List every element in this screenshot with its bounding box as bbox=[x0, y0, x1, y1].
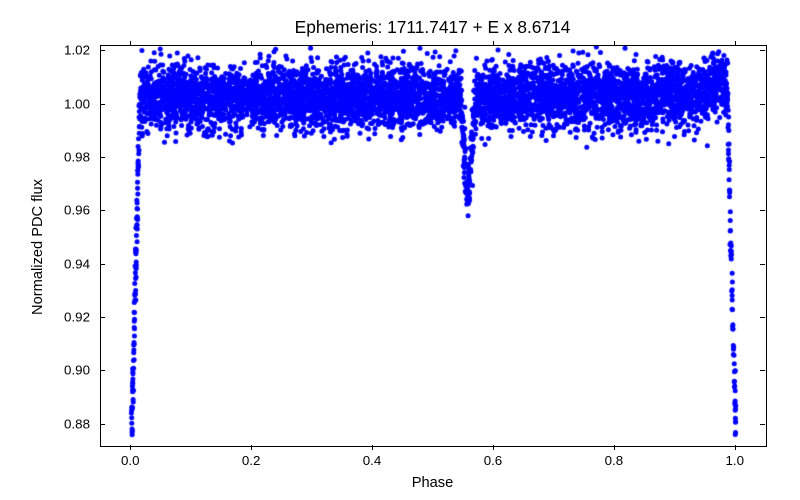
y-tick-mark bbox=[100, 104, 105, 105]
x-tick-mark bbox=[735, 445, 736, 450]
y-tick-mark bbox=[760, 424, 765, 425]
y-tick-mark bbox=[760, 317, 765, 318]
x-tick-mark bbox=[372, 445, 373, 450]
plot-area bbox=[100, 45, 767, 447]
x-tick-mark bbox=[130, 445, 131, 450]
y-tick-mark bbox=[760, 104, 765, 105]
chart-title: Ephemeris: 1711.7417 + E x 8.6714 bbox=[100, 17, 765, 38]
x-tick-mark bbox=[735, 41, 736, 46]
x-tick-label: 1.0 bbox=[726, 453, 745, 468]
x-tick-label: 0.6 bbox=[484, 453, 503, 468]
x-tick-mark bbox=[614, 41, 615, 46]
y-tick-mark bbox=[100, 264, 105, 265]
x-tick-mark bbox=[130, 41, 131, 46]
y-tick-label: 0.92 bbox=[64, 310, 90, 325]
y-axis-label: Normalized PDC flux bbox=[30, 179, 46, 315]
y-tick-mark bbox=[100, 210, 105, 211]
x-tick-label: 0.8 bbox=[605, 453, 624, 468]
x-tick-label: 0.0 bbox=[121, 453, 140, 468]
phase-folded-light-curve-chart: Ephemeris: 1711.7417 + E x 8.6714 Phase … bbox=[0, 0, 800, 500]
x-tick-mark bbox=[493, 445, 494, 450]
x-tick-mark bbox=[372, 41, 373, 46]
y-tick-mark bbox=[100, 157, 105, 158]
y-tick-label: 0.88 bbox=[64, 416, 90, 431]
y-tick-label: 0.98 bbox=[64, 150, 90, 165]
scatter-canvas bbox=[101, 46, 766, 446]
y-tick-mark bbox=[100, 317, 105, 318]
x-tick-mark bbox=[251, 445, 252, 450]
x-tick-label: 0.4 bbox=[363, 453, 382, 468]
x-tick-mark bbox=[493, 41, 494, 46]
y-tick-label: 0.94 bbox=[64, 256, 90, 271]
x-axis-label: Phase bbox=[100, 475, 765, 491]
y-tick-mark bbox=[760, 50, 765, 51]
y-tick-mark bbox=[760, 157, 765, 158]
y-tick-mark bbox=[760, 370, 765, 371]
y-tick-mark bbox=[100, 424, 105, 425]
x-tick-mark bbox=[614, 445, 615, 450]
x-tick-label: 0.2 bbox=[242, 453, 261, 468]
y-tick-label: 0.90 bbox=[64, 363, 90, 378]
y-tick-mark bbox=[760, 210, 765, 211]
x-tick-mark bbox=[251, 41, 252, 46]
y-tick-label: 1.00 bbox=[64, 96, 90, 111]
y-tick-mark bbox=[100, 50, 105, 51]
y-tick-mark bbox=[100, 370, 105, 371]
y-tick-mark bbox=[760, 264, 765, 265]
y-tick-label: 1.02 bbox=[64, 43, 90, 58]
y-tick-label: 0.96 bbox=[64, 203, 90, 218]
